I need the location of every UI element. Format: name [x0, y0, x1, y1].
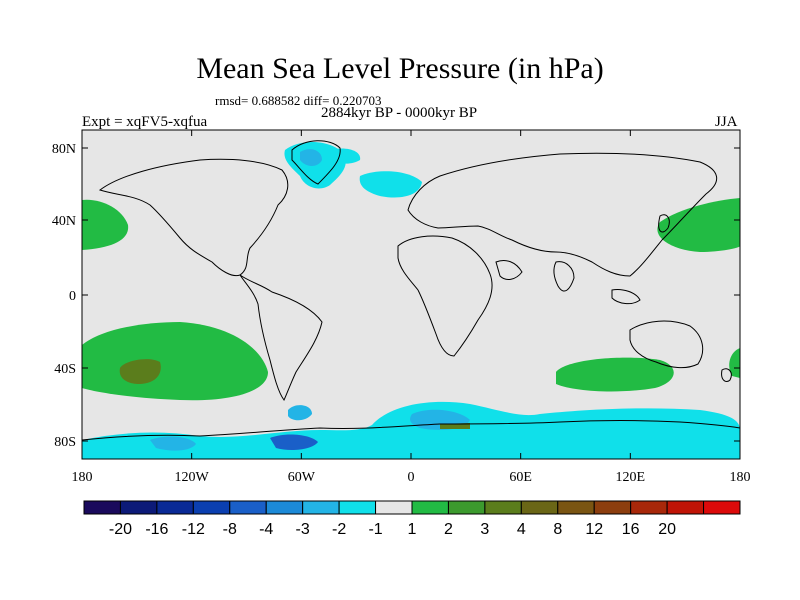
colorbar-label: -12 [182, 521, 205, 538]
colorbar-labels: -20 -16 -12 -8 -4 -3 -2 -1 1 2 3 4 8 12 16 20 [109, 521, 676, 538]
colorbar-swatch [557, 500, 595, 515]
antarctic-low-atlantic [82, 401, 740, 459]
colorbar-swatch [338, 500, 377, 515]
map-title: Mean Sea Level Pressure (in hPa) [196, 52, 604, 85]
colorbar-label: -20 [109, 521, 132, 538]
north-pacific-east-high [82, 199, 129, 250]
colorbar-swatch [119, 500, 158, 515]
colorbar-label: 4 [517, 521, 526, 538]
axis-ticks [81, 130, 741, 459]
colorbar-swatch [484, 500, 522, 515]
colorbar-label: -4 [259, 521, 273, 538]
stats-text: rmsd= 0.688582 diff= 0.220703 [215, 93, 382, 108]
north-pacific-west-high [657, 198, 740, 252]
colorbar-label: 20 [658, 521, 676, 538]
lon-label: 60W [288, 470, 316, 485]
lat-label: 80S [54, 435, 76, 450]
colorbar-label: 3 [480, 521, 489, 538]
colorbar-label: 8 [553, 521, 562, 538]
colorbar-swatch [229, 500, 267, 515]
antarctic-high-patch [440, 423, 470, 429]
lat-label: 40S [54, 362, 76, 377]
lon-label: 120E [616, 470, 646, 485]
experiment-label: Expt = xqFV5-xqfua [82, 114, 208, 130]
colorbar-label: -2 [332, 521, 346, 538]
south-east-edge-high [729, 348, 740, 378]
season-label: JJA [715, 114, 738, 130]
coastlines [82, 140, 740, 441]
antarctic-low-core-2 [270, 434, 318, 450]
colorbar-swatch [411, 500, 449, 515]
antarctic-peninsula-low [288, 405, 312, 421]
north-atlantic-low [359, 171, 422, 198]
lat-label: 40N [52, 214, 76, 229]
colorbar-label: -1 [368, 521, 382, 538]
lat-label: 0 [69, 289, 76, 304]
lon-label: 180 [72, 470, 93, 485]
colorbar-label: 16 [622, 521, 640, 538]
colorbar-label: 12 [585, 521, 603, 538]
colorbar-label: 2 [444, 521, 453, 538]
greenland-core [300, 149, 322, 166]
colorbar-swatch [375, 500, 413, 515]
lon-label: 180 [730, 470, 751, 485]
antarctic-low-core-3 [150, 436, 196, 451]
south-pacific-core [119, 359, 161, 384]
colorbar-swatch [630, 500, 668, 515]
colorbar-swatch [666, 500, 705, 515]
lon-label: 60E [509, 470, 532, 485]
lon-label: 120W [175, 470, 210, 485]
period-text: 2884kyr BP - 0000kyr BP [321, 105, 478, 121]
colorbar-label: -3 [296, 521, 310, 538]
colorbar-swatch [265, 500, 304, 515]
colorbar-swatch [703, 500, 741, 515]
colorbar-swatch [593, 500, 632, 515]
colorbar-swatch [83, 500, 121, 515]
lon-label: 0 [408, 470, 415, 485]
colorbar-label: -8 [223, 521, 237, 538]
colorbar-swatch [156, 500, 194, 515]
colorbar [83, 500, 741, 515]
colorbar-label: -16 [145, 521, 168, 538]
colorbar-swatch [520, 500, 559, 515]
colorbar-label: 1 [408, 521, 417, 538]
colorbar-swatch [302, 500, 340, 515]
anomaly-regions [82, 141, 740, 459]
south-indian-high [556, 357, 674, 392]
colorbar-swatch [447, 500, 486, 515]
longitude-labels: 180 120W 60W 0 60E 120E 180 [72, 470, 751, 485]
colorbar-swatch [192, 500, 231, 515]
latitude-labels: 80N 40N 0 40S 80S [52, 142, 76, 450]
lat-label: 80N [52, 142, 76, 157]
